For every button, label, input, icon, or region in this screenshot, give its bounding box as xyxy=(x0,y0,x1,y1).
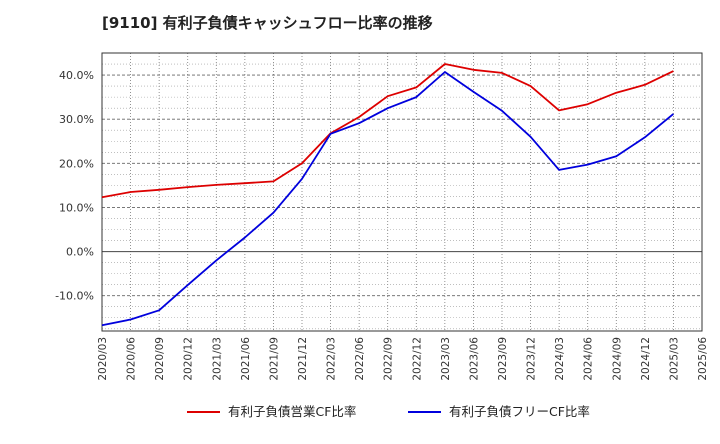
x-tick-label: 2024/06 xyxy=(583,337,595,381)
x-tick-label: 2024/09 xyxy=(611,337,623,381)
y-tick-label: 40.0% xyxy=(59,69,94,82)
x-tick-label: 2020/06 xyxy=(126,337,138,381)
x-tick-label: 2020/12 xyxy=(183,337,195,381)
x-tick-label: 2025/03 xyxy=(668,337,680,381)
y-tick-label: 10.0% xyxy=(59,201,94,214)
y-tick-label: 0.0% xyxy=(66,246,94,259)
chart-title: [9110] 有利子負債キャッシュフロー比率の推移 xyxy=(102,14,433,32)
x-tick-label: 2021/06 xyxy=(240,337,252,381)
legend-label-2: 有利子負債フリーCF比率 xyxy=(449,404,590,419)
x-tick-label: 2020/09 xyxy=(154,337,166,381)
x-tick-label: 2022/09 xyxy=(383,337,395,381)
series-line-1 xyxy=(101,63,674,199)
plot-border xyxy=(101,52,703,332)
x-tick-label: 2023/12 xyxy=(526,337,538,381)
x-tick-label: 2023/03 xyxy=(440,337,452,381)
x-tick-label: 2022/06 xyxy=(354,337,366,381)
x-tick-label: 2021/09 xyxy=(268,337,280,381)
y-tick-label: 30.0% xyxy=(59,113,94,126)
x-tick-label: 2024/03 xyxy=(554,337,566,381)
legend-label-1: 有利子負債営業CF比率 xyxy=(228,404,356,419)
x-tick-label: 2025/06 xyxy=(697,337,709,381)
x-tick-label: 2024/12 xyxy=(640,337,652,381)
x-tick-label: 2021/03 xyxy=(211,337,223,381)
y-tick-label: 20.0% xyxy=(59,157,94,170)
series-line-2 xyxy=(101,71,674,327)
x-tick-label: 2023/06 xyxy=(468,337,480,381)
x-tick-label: 2022/03 xyxy=(326,337,338,381)
x-tick-label: 2021/12 xyxy=(297,337,309,381)
x-tick-label: 2022/12 xyxy=(411,337,423,381)
x-tick-label: 2020/03 xyxy=(97,337,109,381)
y-tick-label: -10.0% xyxy=(55,290,94,303)
x-tick-label: 2023/09 xyxy=(497,337,509,381)
